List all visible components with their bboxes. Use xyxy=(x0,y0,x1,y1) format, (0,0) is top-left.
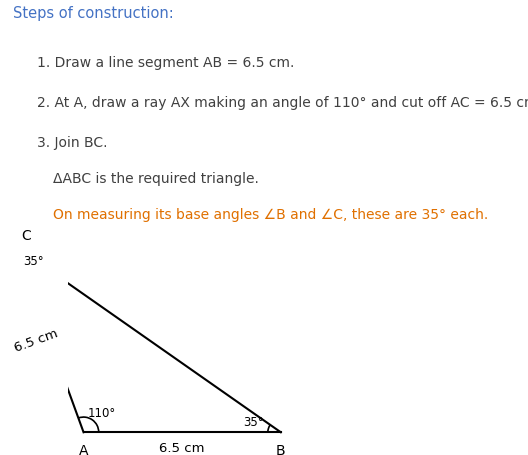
Text: B: B xyxy=(276,444,286,455)
Text: 110°: 110° xyxy=(88,406,116,420)
Text: Steps of construction:: Steps of construction: xyxy=(13,6,174,21)
Text: 2. At A, draw a ray AX making an angle of 110° and cut off AC = 6.5 cm.: 2. At A, draw a ray AX making an angle o… xyxy=(37,96,528,110)
Text: On measuring its base angles ∠B and ∠C, these are 35° each.: On measuring its base angles ∠B and ∠C, … xyxy=(53,208,488,222)
Text: 6.5 cm: 6.5 cm xyxy=(159,442,205,455)
Text: C: C xyxy=(22,229,31,243)
Text: 35°: 35° xyxy=(23,255,43,268)
Text: 6.5 cm: 6.5 cm xyxy=(13,327,60,355)
Text: A: A xyxy=(79,444,88,455)
Text: 3. Join BC.: 3. Join BC. xyxy=(37,136,108,150)
Text: ΔABC is the required triangle.: ΔABC is the required triangle. xyxy=(53,172,259,186)
Text: 1. Draw a line segment AB = 6.5 cm.: 1. Draw a line segment AB = 6.5 cm. xyxy=(37,56,294,70)
Text: 35°: 35° xyxy=(243,415,264,429)
